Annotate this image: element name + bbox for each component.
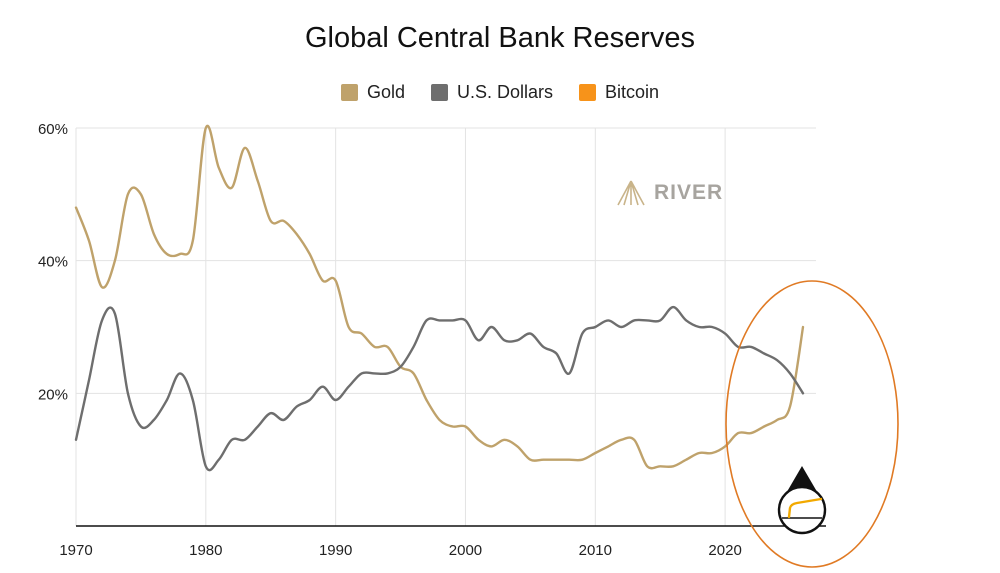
legend-swatch-us-dollars — [430, 84, 448, 101]
legend-item-bitcoin: Bitcoin — [579, 82, 659, 103]
highlight-ellipse — [725, 280, 899, 568]
legend-label-us-dollars: U.S. Dollars — [456, 82, 554, 102]
y-tick-label: 60% — [38, 121, 68, 138]
x-tick-label: 1980 — [189, 542, 222, 559]
chart-title: Global Central Bank Reserves — [304, 22, 696, 54]
x-tick-label: 2000 — [449, 542, 482, 559]
series-line-u-s-dollars — [74, 305, 805, 472]
legend: Gold U.S. Dollars Bitcoin — [0, 82, 1000, 103]
x-tick-label: 2010 — [579, 542, 612, 559]
legend-item-us-dollars: U.S. Dollars — [430, 82, 554, 103]
x-tick-label: 1990 — [319, 542, 352, 559]
river-logo: RIVER — [616, 180, 723, 206]
x-tick-label: 2020 — [708, 542, 741, 559]
drop-icon-curve — [787, 497, 823, 519]
legend-label-bitcoin: Bitcoin — [605, 82, 660, 102]
y-tick-label: 20% — [38, 386, 68, 403]
legend-swatch-bitcoin — [579, 84, 597, 101]
y-tick-label: 40% — [38, 254, 68, 271]
x-tick-label: 1970 — [59, 542, 92, 559]
legend-swatch-gold — [340, 84, 358, 101]
river-logo-text: RIVER — [654, 181, 724, 204]
river-logo-icon — [617, 180, 645, 206]
series-line-gold — [74, 124, 805, 470]
legend-label-gold: Gold — [366, 82, 405, 102]
drop-icon-circle — [777, 485, 827, 535]
legend-item-gold: Gold — [340, 82, 405, 103]
